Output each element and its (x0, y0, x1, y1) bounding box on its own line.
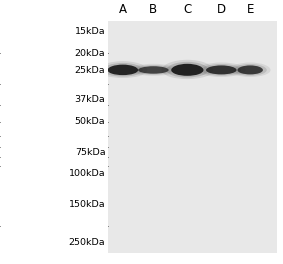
Ellipse shape (129, 64, 178, 76)
Text: 75kDa: 75kDa (75, 148, 105, 157)
Text: 250kDa: 250kDa (69, 238, 105, 247)
Ellipse shape (201, 64, 241, 76)
Text: 37kDa: 37kDa (75, 95, 105, 104)
Text: E: E (246, 3, 254, 16)
Text: B: B (149, 3, 157, 16)
Text: 150kDa: 150kDa (69, 200, 105, 209)
Text: 20kDa: 20kDa (75, 49, 105, 58)
Text: 50kDa: 50kDa (75, 117, 105, 126)
Text: 100kDa: 100kDa (69, 169, 105, 178)
Ellipse shape (134, 65, 173, 75)
Text: D: D (217, 3, 226, 16)
Ellipse shape (162, 60, 213, 79)
Ellipse shape (233, 64, 267, 76)
Ellipse shape (98, 61, 147, 78)
Text: C: C (183, 3, 192, 16)
Text: 25kDa: 25kDa (75, 65, 105, 74)
Ellipse shape (206, 65, 237, 74)
Ellipse shape (230, 63, 271, 77)
Ellipse shape (138, 66, 169, 74)
Text: 15kDa: 15kDa (75, 27, 105, 36)
Ellipse shape (166, 62, 208, 77)
Ellipse shape (237, 65, 263, 74)
Ellipse shape (171, 64, 203, 76)
Ellipse shape (197, 63, 246, 77)
Text: A: A (119, 3, 127, 16)
Ellipse shape (108, 65, 138, 75)
Ellipse shape (103, 63, 143, 77)
